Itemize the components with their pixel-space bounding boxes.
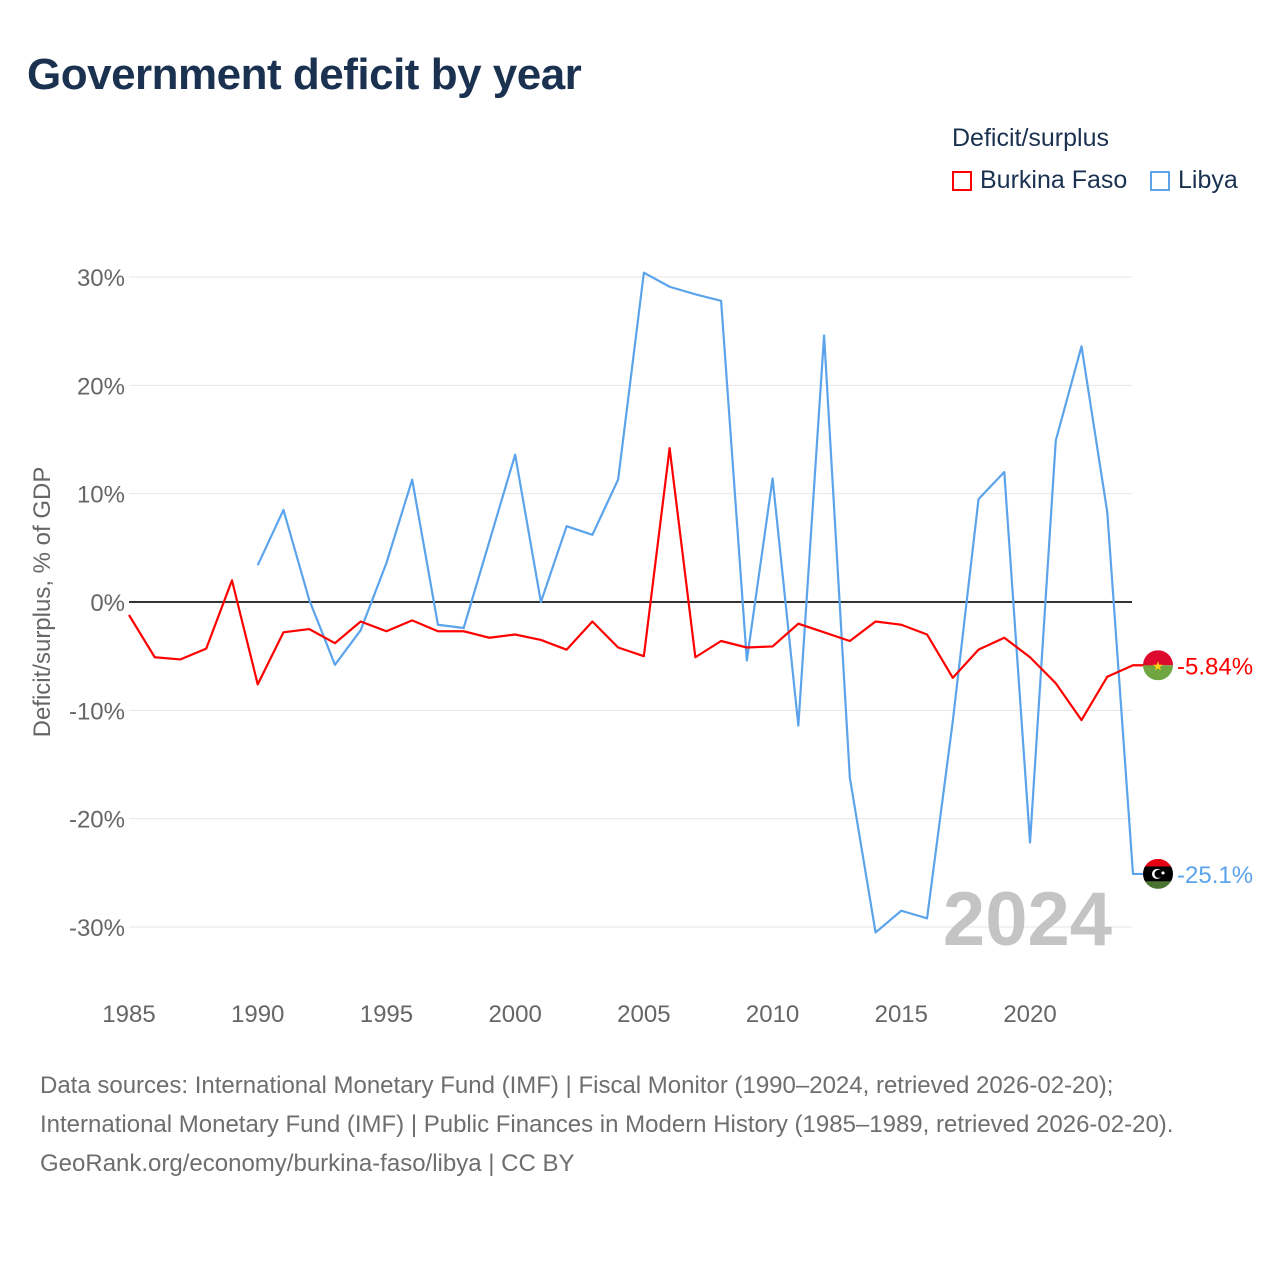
x-tick-label: 2005 — [617, 1001, 670, 1028]
line-chart: 30% 20% 10% 0% -10% -20% -30% 1985 1990 1995 2000 2… — [29, 265, 1253, 1028]
end-value-label: -5.84% — [1177, 653, 1253, 680]
end-value-label: -25.1% — [1177, 862, 1253, 889]
chart-title: Government deficit by year — [27, 50, 582, 99]
x-tick-label: 2010 — [746, 1001, 799, 1028]
footer: Data sources: International Monetary Fun… — [40, 1066, 1240, 1183]
series-line-libya — [256, 271, 1158, 934]
legend-title: Deficit/surplus — [952, 124, 1109, 152]
credit-link[interactable]: GeoRank.org/economy/burkina-faso/libya |… — [40, 1150, 575, 1177]
y-tick-label: -10% — [69, 698, 125, 725]
legend-label: Libya — [1178, 166, 1238, 194]
y-tick-label: -20% — [69, 807, 125, 834]
y-tick-label: 0% — [90, 590, 125, 617]
legend-label: Burkina Faso — [980, 166, 1128, 194]
x-tick-label: 1990 — [231, 1001, 284, 1028]
y-axis-label: Deficit/surplus, % of GDP — [29, 467, 56, 738]
legend-item-libya[interactable]: Libya — [1150, 166, 1238, 195]
x-tick-label: 2015 — [875, 1001, 928, 1028]
x-tick-label: 2000 — [488, 1001, 541, 1028]
y-tick-label: -30% — [69, 915, 125, 942]
y-tick-label: 20% — [77, 373, 125, 400]
y-tick-label: 10% — [77, 482, 125, 509]
legend-swatch — [1150, 170, 1170, 191]
year-watermark: 2024 — [943, 877, 1112, 962]
series-line-burkina-faso — [128, 447, 1158, 722]
legend-swatch — [952, 170, 972, 191]
x-tick-label: 1995 — [360, 1001, 413, 1028]
x-tick-label: 1985 — [102, 1001, 155, 1028]
data-sources: Data sources: International Monetary Fun… — [40, 1072, 1174, 1138]
legend-item-burkina-faso[interactable]: Burkina Faso — [952, 166, 1127, 195]
libya-flag-icon — [1143, 858, 1173, 889]
y-tick-label: 30% — [77, 265, 125, 292]
burkina-faso-flag-icon: ★ — [1143, 650, 1173, 681]
svg-text:★: ★ — [1152, 658, 1164, 673]
x-tick-label: 2020 — [1003, 1001, 1056, 1028]
